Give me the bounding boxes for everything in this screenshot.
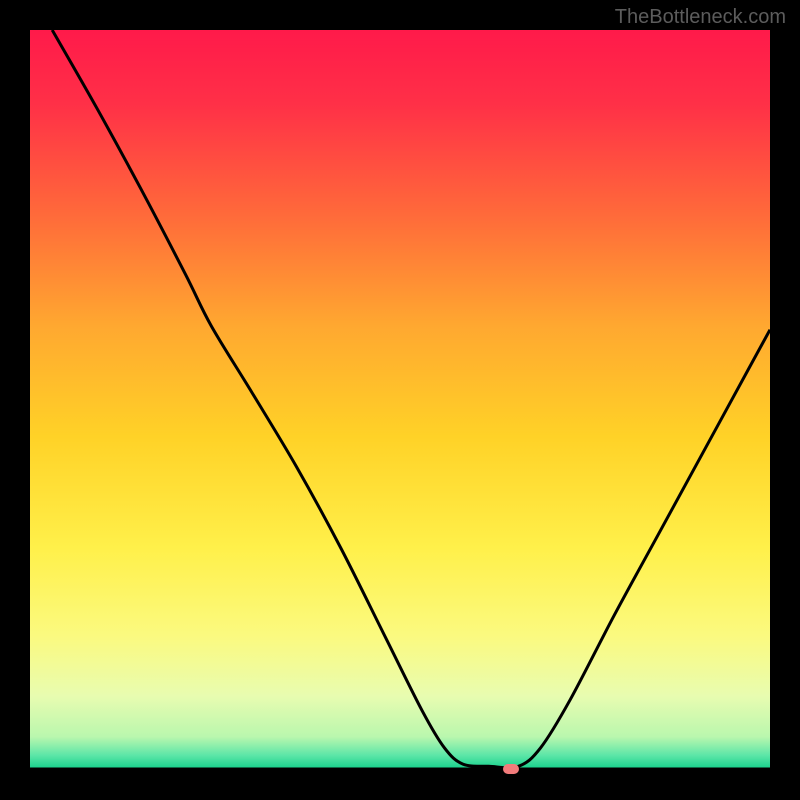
watermark-text: TheBottleneck.com [615, 6, 786, 29]
chart-background [30, 30, 770, 770]
optimum-marker [503, 764, 519, 774]
chart-svg [30, 30, 770, 770]
bottleneck-chart [30, 30, 770, 770]
